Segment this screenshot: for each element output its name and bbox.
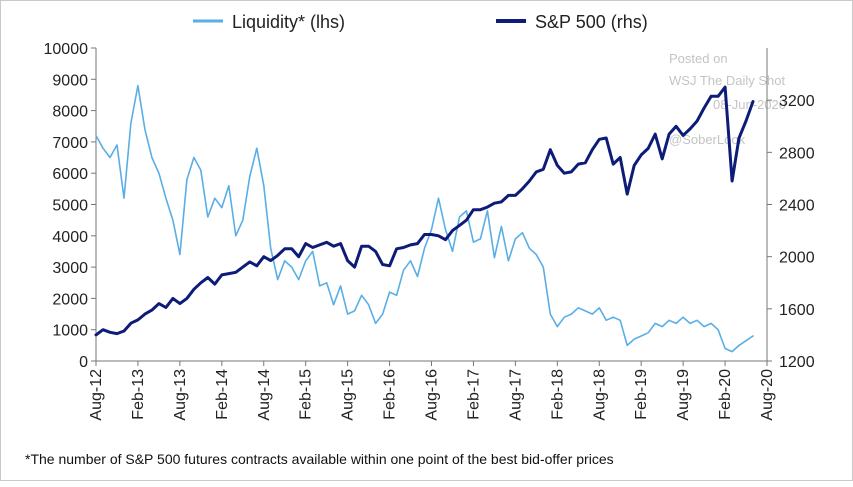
left-tick-label: 7000 [52,135,88,152]
x-tick-label: Aug-14 [256,369,273,421]
x-tick-label: Feb-13 [130,369,147,420]
right-tick-label: 1200 [779,354,815,371]
left-tick-label: 2000 [52,291,88,308]
x-axis-ticks: Aug-12 Feb-13 Aug-13 Feb-14 Aug-14 Feb-15 Aug-… [88,361,776,421]
x-tick-label: Aug-13 [172,369,189,421]
x-tick-label: Aug-18 [591,369,608,421]
x-tick-label: Aug-16 [424,369,441,421]
left-tick-label: 5000 [52,198,88,215]
left-tick-label: 6000 [52,166,88,183]
x-tick-label: Aug-15 [340,369,357,421]
x-tick-label: Aug-19 [675,369,692,421]
liquidity-line [95,84,754,353]
watermark-line-4: @SoberLook [669,132,746,147]
right-tick-label: 2800 [779,145,815,162]
axes [95,48,768,362]
legend-label-sp500: S&P 500 (rhs) [535,12,648,32]
x-tick-label: Feb-15 [298,369,315,420]
legend: Liquidity* (lhs) S&P 500 (rhs) [193,12,648,32]
x-tick-label: Feb-14 [214,369,231,420]
left-axis-ticks: 0 1000 2000 3000 4000 5000 6000 7000 8000 9000 100… [44,41,96,371]
right-tick-label: 3200 [779,93,815,110]
left-tick-label: 1000 [52,323,88,340]
x-tick-label: Aug-20 [759,369,776,421]
watermark-line-3: 08-Jun-2020 [713,97,786,112]
x-tick-label: Feb-20 [717,369,734,420]
x-tick-label: Feb-16 [382,369,399,420]
watermark-line-1: Posted on [669,51,728,66]
left-tick-label: 0 [79,354,88,371]
x-tick-label: Feb-19 [633,369,650,420]
left-tick-label: 4000 [52,229,88,246]
left-tick-label: 3000 [52,260,88,277]
left-tick-label: 8000 [52,104,88,121]
x-tick-label: Feb-18 [549,369,566,420]
right-tick-label: 2400 [779,198,815,215]
x-tick-label: Aug-17 [507,369,524,421]
left-tick-label: 10000 [44,41,89,58]
sp500-line [94,85,755,337]
footnote: *The number of S&P 500 futures contracts… [25,451,614,467]
x-tick-label: Feb-17 [465,369,482,420]
x-tick-label: Aug-12 [88,369,105,421]
right-axis-ticks: 1200 1600 2000 2400 2800 3200 [767,93,815,371]
watermark: Posted on WSJ The Daily Shot 08-Jun-2020… [669,51,786,147]
watermark-line-2: WSJ The Daily Shot [669,73,785,88]
right-tick-label: 1600 [779,302,815,319]
legend-label-liquidity: Liquidity* (lhs) [232,12,345,32]
right-tick-label: 2000 [779,250,815,267]
series-group [94,84,755,353]
left-tick-label: 9000 [52,72,88,89]
